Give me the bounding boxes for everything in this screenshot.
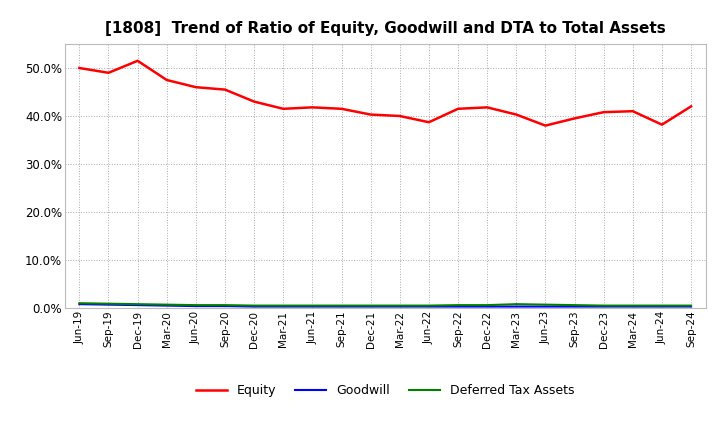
Goodwill — [425, 304, 433, 309]
Deferred Tax Assets — [104, 301, 113, 306]
Goodwill — [512, 304, 521, 309]
Goodwill — [629, 304, 637, 309]
Equity — [366, 112, 375, 117]
Equity — [541, 123, 550, 128]
Goodwill — [570, 304, 579, 309]
Deferred Tax Assets — [395, 303, 404, 308]
Deferred Tax Assets — [308, 303, 317, 308]
Deferred Tax Assets — [133, 301, 142, 307]
Equity — [192, 84, 200, 90]
Deferred Tax Assets — [512, 301, 521, 307]
Equity — [337, 106, 346, 111]
Goodwill — [395, 304, 404, 309]
Deferred Tax Assets — [541, 302, 550, 307]
Deferred Tax Assets — [570, 302, 579, 308]
Deferred Tax Assets — [192, 302, 200, 308]
Goodwill — [454, 304, 462, 309]
Deferred Tax Assets — [454, 302, 462, 308]
Goodwill — [220, 304, 229, 309]
Deferred Tax Assets — [366, 303, 375, 308]
Equity — [483, 105, 492, 110]
Deferred Tax Assets — [220, 302, 229, 308]
Equity — [279, 106, 287, 111]
Deferred Tax Assets — [687, 303, 696, 308]
Equity — [629, 109, 637, 114]
Goodwill — [308, 304, 317, 309]
Goodwill — [163, 303, 171, 308]
Equity — [220, 87, 229, 92]
Goodwill — [483, 304, 492, 309]
Deferred Tax Assets — [279, 303, 287, 308]
Equity — [687, 104, 696, 109]
Deferred Tax Assets — [337, 303, 346, 308]
Goodwill — [250, 304, 258, 309]
Equity — [75, 66, 84, 71]
Goodwill — [75, 301, 84, 307]
Equity — [395, 114, 404, 119]
Equity — [425, 120, 433, 125]
Equity — [599, 110, 608, 115]
Equity — [454, 106, 462, 111]
Goodwill — [192, 304, 200, 309]
Line: Deferred Tax Assets: Deferred Tax Assets — [79, 303, 691, 306]
Goodwill — [104, 302, 113, 307]
Deferred Tax Assets — [483, 302, 492, 308]
Deferred Tax Assets — [599, 303, 608, 308]
Goodwill — [541, 304, 550, 309]
Line: Goodwill: Goodwill — [79, 304, 691, 307]
Equity — [512, 112, 521, 117]
Deferred Tax Assets — [250, 303, 258, 308]
Legend: Equity, Goodwill, Deferred Tax Assets: Equity, Goodwill, Deferred Tax Assets — [191, 379, 580, 402]
Equity — [163, 77, 171, 83]
Equity — [657, 122, 666, 127]
Deferred Tax Assets — [425, 303, 433, 308]
Line: Equity: Equity — [79, 61, 691, 125]
Deferred Tax Assets — [657, 303, 666, 308]
Equity — [133, 58, 142, 63]
Deferred Tax Assets — [75, 301, 84, 306]
Goodwill — [337, 304, 346, 309]
Deferred Tax Assets — [163, 302, 171, 307]
Equity — [104, 70, 113, 75]
Goodwill — [599, 304, 608, 309]
Goodwill — [279, 304, 287, 309]
Equity — [250, 99, 258, 104]
Goodwill — [657, 304, 666, 309]
Goodwill — [133, 302, 142, 308]
Goodwill — [366, 304, 375, 309]
Deferred Tax Assets — [629, 303, 637, 308]
Title: [1808]  Trend of Ratio of Equity, Goodwill and DTA to Total Assets: [1808] Trend of Ratio of Equity, Goodwil… — [105, 21, 665, 36]
Equity — [570, 116, 579, 121]
Goodwill — [687, 304, 696, 309]
Equity — [308, 105, 317, 110]
